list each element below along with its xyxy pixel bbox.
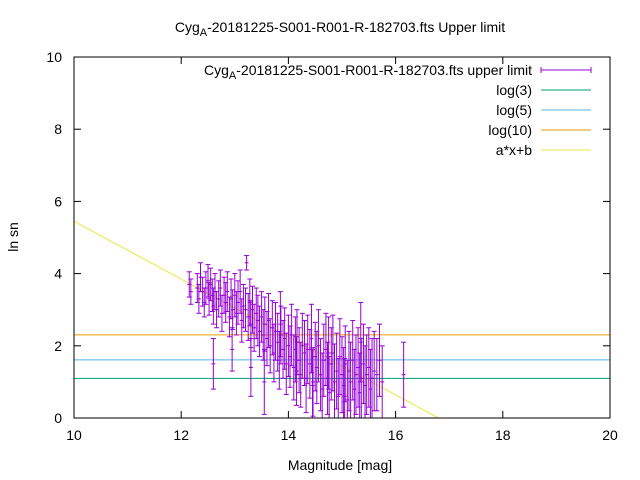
data-point — [244, 255, 250, 271]
data-point — [326, 316, 332, 390]
data-point — [342, 357, 348, 418]
legend-label: CygA-20181225-S001-R001-R-182703.fts upp… — [204, 62, 532, 82]
legend-entry: CygA-20181225-S001-R001-R-182703.fts upp… — [204, 62, 592, 82]
x-tick-label: 20 — [602, 427, 618, 443]
data-point — [293, 336, 299, 406]
data-point — [337, 318, 343, 396]
x-axis-label: Magnitude [mag] — [288, 457, 392, 473]
chart-title-subscript: A — [200, 27, 208, 39]
chart-title: CygA-20181225-S001-R001-R-182703.fts Upp… — [175, 19, 505, 39]
y-tick-label: 2 — [54, 338, 62, 354]
y-tick-label: 0 — [54, 410, 62, 426]
data-point — [315, 309, 321, 383]
legend-label: log(5) — [496, 102, 532, 118]
data-point — [186, 271, 192, 298]
legend-label: a*x+b — [496, 142, 532, 158]
data-point — [374, 338, 380, 412]
data-point — [310, 347, 316, 417]
data-point — [188, 278, 194, 305]
x-tick-label: 18 — [495, 427, 511, 443]
data-point — [321, 323, 327, 397]
data-point — [214, 291, 220, 329]
data-point — [210, 338, 216, 390]
y-tick-label: 8 — [54, 121, 62, 137]
data-point — [377, 323, 383, 397]
legend-label: log(3) — [496, 82, 532, 98]
x-tick-label: 12 — [173, 427, 189, 443]
y-tick-label: 10 — [46, 49, 62, 65]
data-point — [251, 303, 257, 352]
data-point — [379, 345, 385, 418]
data-point — [323, 312, 329, 387]
data-point — [205, 264, 211, 298]
axes: 10 12 14 16 18 20 0 2 4 6 8 10 — [46, 49, 618, 443]
data-point — [330, 314, 336, 392]
data-point — [269, 300, 275, 356]
data-point — [364, 334, 370, 415]
data-point — [203, 271, 209, 305]
y-axis-label: ln sn — [5, 222, 21, 252]
data-point — [243, 287, 249, 332]
data-point — [224, 271, 230, 313]
y-tick-label: 4 — [54, 266, 62, 282]
data-point — [277, 291, 283, 358]
y-tick-label: 6 — [54, 193, 62, 209]
legend-entry: log(5) — [496, 102, 591, 118]
legend-entry: log(3) — [496, 82, 591, 98]
plot-area — [74, 220, 610, 418]
plot-marks — [74, 220, 610, 418]
x-tick-label: 10 — [66, 427, 82, 443]
chart-title-rest: -20181225-S001-R001-R-182703.fts Upper l… — [207, 19, 505, 35]
data-point — [310, 348, 316, 418]
x-tick-label: 14 — [281, 427, 297, 443]
plot-border — [73, 56, 611, 419]
data-point — [261, 348, 267, 415]
data-point — [294, 309, 300, 376]
data-point — [342, 325, 348, 403]
data-point — [401, 341, 407, 408]
data-point — [229, 327, 235, 372]
legend: CygA-20181225-S001-R001-R-182703.fts upp… — [204, 62, 592, 158]
data-point — [358, 301, 364, 383]
chart-title-main: Cyg — [175, 19, 200, 35]
legend-entry: log(10) — [488, 122, 591, 138]
data-point — [248, 338, 254, 397]
legend-entry: a*x+b — [496, 142, 591, 158]
legend-label: log(10) — [488, 122, 532, 138]
x-tick-label: 16 — [388, 427, 404, 443]
